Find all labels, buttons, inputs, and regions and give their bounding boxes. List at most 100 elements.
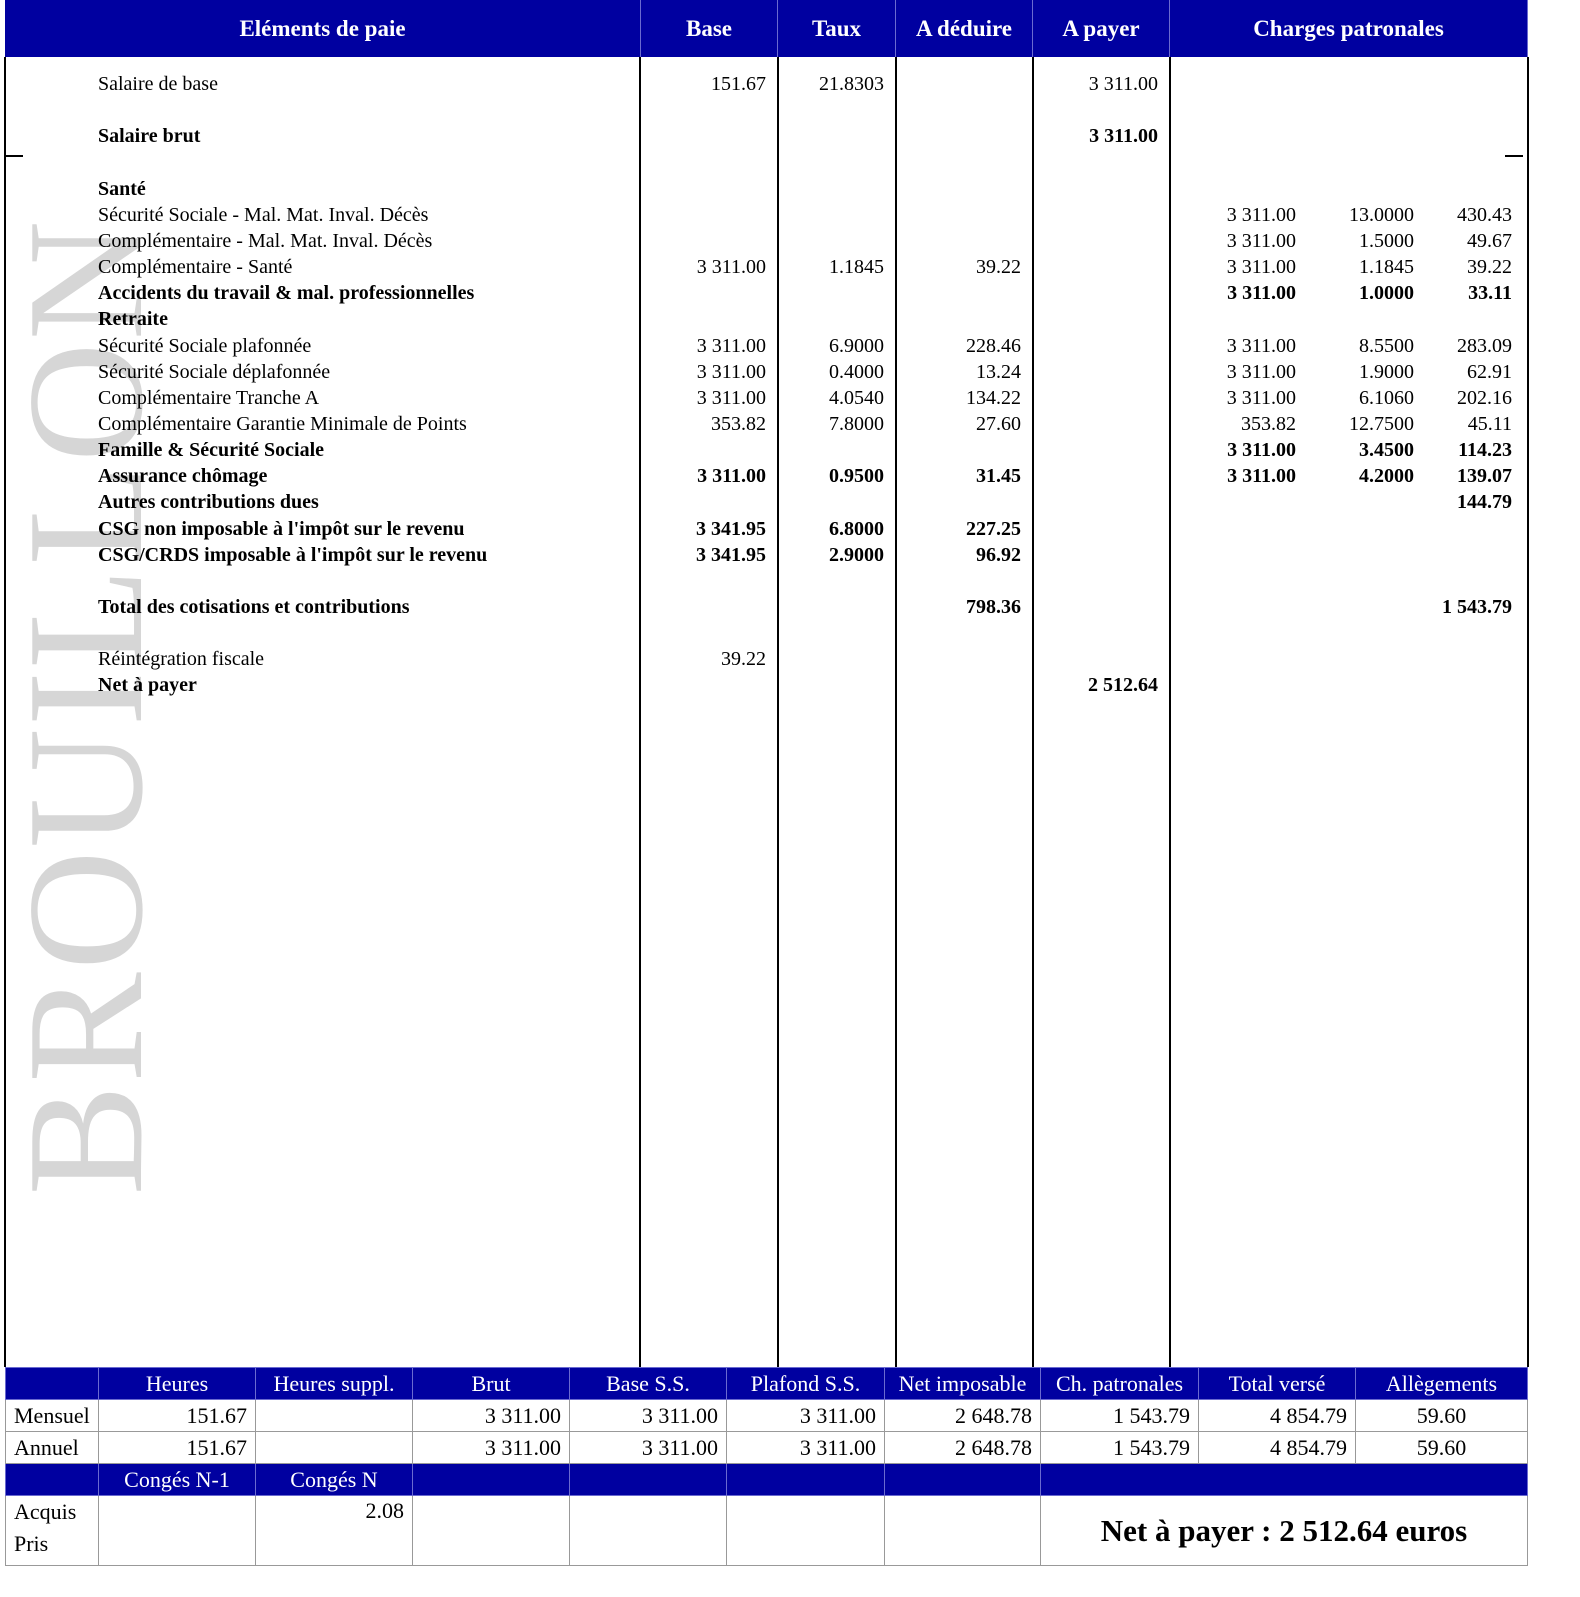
- cell-cp-taux: 1.9000: [1359, 360, 1414, 383]
- cell-taux: 0.4000: [829, 360, 884, 383]
- cell-base: 3 311.00: [696, 334, 766, 357]
- header-deduire: A déduire: [896, 0, 1033, 57]
- cell-cp-base: 3 311.00: [1226, 256, 1296, 279]
- table-row: Retraite: [0, 306, 1580, 332]
- cell-label: Famille & Sécurité Sociale: [98, 439, 325, 462]
- cell-label: CSG/CRDS imposable à l'impôt sur le reve…: [98, 543, 488, 566]
- cell-cp-montant: 39.22: [1467, 256, 1512, 279]
- cell-deduire: 13.24: [976, 360, 1021, 383]
- cell-cp-montant: 139.07: [1457, 465, 1512, 488]
- header-blank: [884, 1463, 1041, 1496]
- table-row: Sécurité Sociale déplafonnée 3 311.00 0.40…: [0, 359, 1580, 385]
- summary-cell: 2 648.78: [884, 1399, 1041, 1432]
- summary-header: Brut: [412, 1367, 570, 1400]
- cell-cp-base: 353.82: [1241, 412, 1296, 435]
- cell-deduire: 39.22: [976, 256, 1021, 279]
- cell-deduire: 27.60: [976, 412, 1021, 435]
- summary-cell: 2 648.78: [884, 1431, 1041, 1464]
- border-right: [1527, 57, 1529, 1367]
- summary-table: Heures Heures suppl. Brut Base S.S. Plafond …: [5, 1367, 1528, 1566]
- conges-label: Pris: [14, 1531, 49, 1556]
- cell-base: 3 311.00: [696, 360, 766, 383]
- summary-cell: 4 854.79: [1198, 1399, 1356, 1432]
- cell-label: Réintégration fiscale: [98, 648, 265, 671]
- cell-cp-montant: 202.16: [1457, 386, 1512, 409]
- table-row: Salaire brut 3 311.00: [0, 123, 1580, 149]
- cell-base: 353.82: [711, 412, 766, 435]
- tick-mark: [1505, 155, 1523, 157]
- table-row: [0, 97, 1580, 123]
- cell-cp-taux: 13.0000: [1349, 203, 1414, 226]
- table-row: Famille & Sécurité Sociale 3 311.00 3.4500…: [0, 437, 1580, 463]
- header-blank: [726, 1463, 885, 1496]
- header-blank: [1040, 1463, 1528, 1496]
- table-row: Complémentaire Tranche A 3 311.00 4.0540 13…: [0, 385, 1580, 411]
- blank-cell: [412, 1495, 570, 1566]
- cell-label: Autres contributions dues: [98, 491, 319, 514]
- row-label: Mensuel: [5, 1399, 99, 1432]
- cell-cp-taux: 3.4500: [1359, 439, 1414, 462]
- row-label: Annuel: [5, 1431, 99, 1464]
- cell-deduire: 31.45: [976, 465, 1021, 488]
- cell-taux: 21.8303: [819, 73, 884, 95]
- summary-header: [5, 1367, 99, 1400]
- cell-label: Santé: [98, 177, 146, 200]
- cell-deduire: 798.36: [966, 596, 1021, 618]
- cell-label: Retraite: [98, 308, 168, 331]
- summary-cell: 3 311.00: [569, 1399, 727, 1432]
- header-taux: Taux: [778, 0, 896, 57]
- cell-cp-montant: 62.91: [1467, 360, 1512, 383]
- summary-header: Base S.S.: [569, 1367, 727, 1400]
- summary-cell: 1 543.79: [1040, 1431, 1199, 1464]
- cell-taux: 0.9500: [829, 465, 884, 488]
- conges-header: Congés N: [255, 1463, 413, 1496]
- cell-base: 3 341.95: [696, 543, 766, 566]
- cell-taux: 2.9000: [829, 543, 884, 566]
- cell-cp-taux: 6.1060: [1359, 386, 1414, 409]
- cell-deduire: 96.92: [976, 543, 1021, 566]
- cell-label: Complémentaire Tranche A: [98, 386, 320, 409]
- conges-header: [5, 1463, 99, 1496]
- table-row: CSG/CRDS imposable à l'impôt sur le reve…: [0, 542, 1580, 568]
- divider: [777, 57, 779, 1367]
- blank-cell: [884, 1495, 1041, 1566]
- summary-cell: [255, 1399, 413, 1432]
- header-blank: [412, 1463, 570, 1496]
- cell-cp-montant: 1 543.79: [1442, 596, 1512, 618]
- cell-taux: 6.8000: [829, 517, 884, 540]
- cell-deduire: 227.25: [966, 517, 1021, 540]
- table-row: Complémentaire - Santé 3 311.00 1.1845 39.2…: [0, 254, 1580, 280]
- cell-label: Total des cotisations et contributions: [98, 596, 410, 618]
- header-elements: Eléments de paie: [5, 0, 641, 57]
- header-base: Base: [641, 0, 778, 57]
- table-row: Réintégration fiscale 39.22: [0, 646, 1580, 672]
- summary-cell: 3 311.00: [726, 1399, 885, 1432]
- cell-cp-taux: 1.1845: [1359, 256, 1414, 279]
- cell-cp-taux: 12.7500: [1349, 412, 1414, 435]
- divider: [639, 57, 641, 1367]
- summary-cell: 59.60: [1355, 1399, 1528, 1432]
- conges-n: 2.08: [255, 1495, 413, 1566]
- summary-cell: 3 311.00: [726, 1431, 885, 1464]
- table-row: [0, 568, 1580, 594]
- conges-header: Congés N-1: [98, 1463, 256, 1496]
- cell-cp-base: 3 311.00: [1226, 203, 1296, 226]
- summary-cell: 151.67: [98, 1431, 256, 1464]
- tick-mark: [5, 155, 23, 157]
- cell-deduire: 228.46: [966, 334, 1021, 357]
- cell-base: 3 311.00: [696, 256, 766, 279]
- cell-base: 39.22: [721, 648, 766, 671]
- summary-cell: 3 311.00: [412, 1431, 570, 1464]
- cell-label: CSG non imposable à l'impôt sur le reven…: [98, 517, 465, 540]
- cell-cp-montant: 144.79: [1457, 491, 1512, 514]
- border-left: [4, 57, 6, 1367]
- cell-label: Accidents du travail & mal. professionne…: [98, 282, 475, 305]
- cell-cp-montant: 33.11: [1468, 282, 1512, 305]
- cell-cp-base: 3 311.00: [1226, 334, 1296, 357]
- cell-cp-montant: 283.09: [1457, 334, 1512, 357]
- cell-label: Salaire brut: [98, 125, 201, 148]
- table-row: Assurance chômage 3 311.00 0.9500 31.45 3 31…: [0, 463, 1580, 489]
- divider: [1169, 57, 1171, 1367]
- table-row: Net à payer 2 512.64: [0, 672, 1580, 698]
- summary-header: Net imposable: [884, 1367, 1041, 1400]
